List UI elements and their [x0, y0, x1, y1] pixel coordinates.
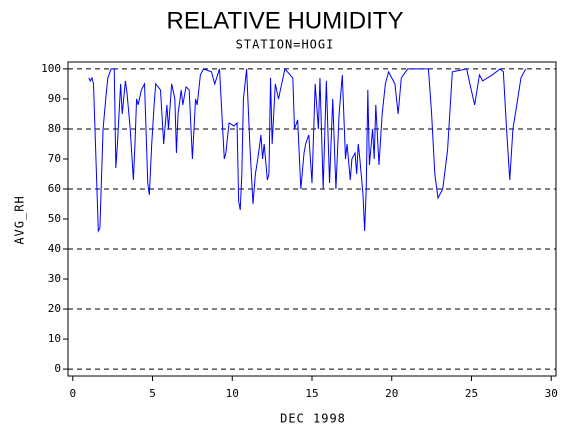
x-tick-label: 15: [305, 387, 318, 400]
y-tick-label: 10: [48, 332, 61, 345]
y-tick-label: 60: [48, 182, 61, 195]
x-tick-label: 20: [385, 387, 398, 400]
x-tick-label: 5: [149, 387, 156, 400]
y-axis-label: AVG_RH: [13, 195, 27, 244]
plot-frame: [67, 61, 557, 377]
x-tick-label: 30: [545, 387, 558, 400]
y-tick-label: 100: [41, 62, 61, 75]
x-tick-label: 25: [465, 387, 478, 400]
y-tick-label: 90: [48, 92, 61, 105]
y-tick-label: 80: [48, 122, 61, 135]
x-tick-label: 0: [69, 387, 76, 400]
data-line: [88, 67, 527, 233]
y-tick-label: 30: [48, 272, 61, 285]
chart-subtitle: STATION=HOGI: [236, 38, 335, 52]
y-tick-label: 50: [48, 212, 61, 225]
y-tick-label: 40: [48, 242, 61, 255]
y-tick-label: 20: [48, 302, 61, 315]
y-tick-label: 0: [54, 362, 61, 375]
x-tick-label: 10: [226, 387, 239, 400]
x-axis-label: DEC 1998: [280, 412, 346, 426]
y-tick-label: 70: [48, 152, 61, 165]
chart-title: RELATIVE HUMIDITY: [167, 7, 404, 34]
